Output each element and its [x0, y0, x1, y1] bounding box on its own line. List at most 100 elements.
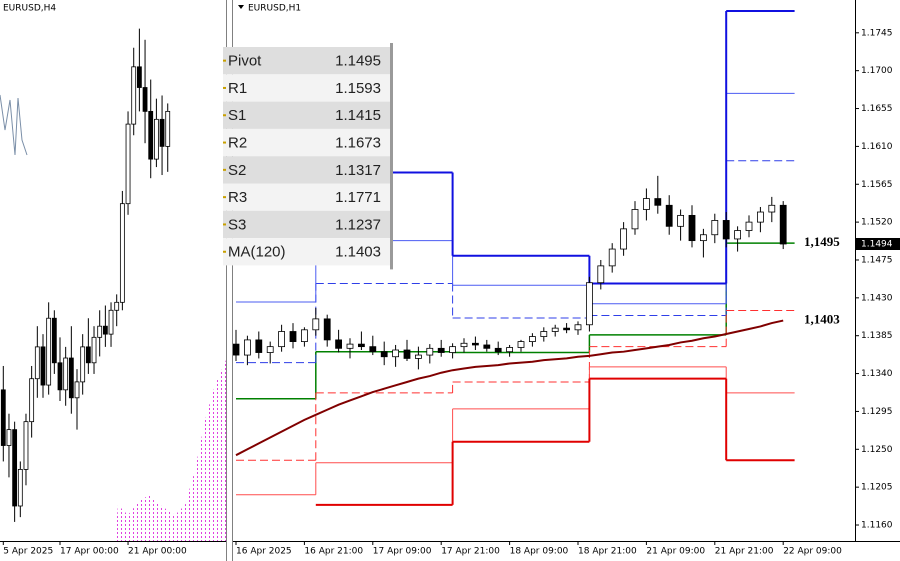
- table-value: 1.1415: [335, 107, 381, 124]
- table-value: 1.1495: [335, 53, 381, 70]
- candle-body: [540, 331, 548, 337]
- candle-body: [91, 336, 97, 364]
- x-tick-label: 16 Apr 2025: [236, 547, 292, 557]
- price-tag: [856, 237, 900, 250]
- level-annotation: 1,1495: [804, 234, 840, 249]
- y-tick-label: 1.1205: [861, 483, 893, 493]
- candle-body: [757, 211, 764, 223]
- candle-body: [483, 344, 491, 349]
- price-tag-label: 1.1494: [861, 239, 893, 249]
- table-row: [223, 183, 390, 211]
- x-tick-label: 17 Apr 09:00: [373, 547, 432, 557]
- candle-body: [506, 347, 514, 353]
- x-tick-label: 21 Apr 09:00: [646, 547, 705, 557]
- candle-body: [700, 234, 707, 242]
- candle-body: [131, 66, 137, 125]
- candle-body: [688, 214, 696, 242]
- pivot-table: Pivot 1.1495 R1 1.1593 S1 1.1415 R2 1.1673 S2 1.1…: [223, 43, 393, 270]
- candle-body: [665, 204, 673, 227]
- table-value: 1.1317: [335, 162, 381, 179]
- table-value: 1.1771: [335, 189, 381, 206]
- candle-body: [97, 325, 103, 338]
- candle-body: [125, 123, 131, 205]
- candle-body: [654, 198, 662, 206]
- table-row: [223, 128, 390, 157]
- candle-body: [643, 198, 650, 210]
- chart-title: EURUSD,H1: [248, 4, 301, 14]
- candle-body: [40, 346, 46, 386]
- candle-body: [80, 346, 86, 383]
- y-tick-label: 1.1520: [861, 218, 893, 228]
- moving-average: [235, 319, 784, 457]
- x-tick-label: 18 Apr 21:00: [578, 547, 637, 557]
- candle-body: [57, 362, 63, 391]
- candle-body: [6, 429, 12, 446]
- candle-body: [586, 282, 593, 326]
- candle-body: [108, 309, 114, 335]
- y-tick-label: 1.1250: [861, 445, 893, 455]
- row-icon: [223, 141, 226, 144]
- candle-body: [631, 209, 639, 230]
- candle-body: [711, 220, 719, 236]
- candle-body: [437, 347, 445, 353]
- y-tick-label: 1.1475: [861, 255, 893, 265]
- candle-body: [243, 339, 251, 356]
- table-label: S3: [228, 216, 246, 233]
- candle-body: [380, 351, 388, 358]
- candle-body: [29, 378, 35, 423]
- left-chart: [0, 28, 226, 541]
- plot-area: [233, 9, 795, 506]
- candle-body: [266, 346, 274, 353]
- row-icon: [223, 223, 226, 226]
- candle-body: [403, 349, 411, 359]
- x-tick-label: 17 Apr 00:00: [60, 547, 119, 557]
- ichimoku-cloud: [115, 360, 226, 541]
- table-value: 1.1673: [335, 135, 381, 152]
- candle-body: [768, 204, 776, 213]
- x-tick-label: 22 Apr 09:00: [783, 547, 842, 557]
- candle-body: [102, 325, 108, 335]
- table-value: 1.1403: [335, 244, 381, 261]
- y-tick-label: 1.1610: [861, 142, 893, 152]
- table-border: [390, 43, 393, 270]
- candle-body: [335, 339, 343, 349]
- indicator-line: [0, 94, 28, 156]
- candle-body: [449, 346, 457, 353]
- table-label: Pivot: [228, 53, 262, 70]
- y-tick-label: 1.1295: [861, 407, 893, 417]
- candle-body: [142, 87, 148, 112]
- candle-body: [608, 248, 616, 267]
- table-label: S1: [228, 107, 246, 124]
- candle-body: [677, 214, 684, 227]
- candle-body: [278, 331, 286, 348]
- candle-body: [148, 110, 154, 160]
- table-label: R1: [228, 80, 247, 97]
- candle-body: [414, 354, 422, 359]
- row-icon: [223, 114, 226, 117]
- candle-body: [23, 421, 29, 470]
- table-row: [223, 238, 390, 266]
- table-value: 1.1237: [335, 216, 381, 233]
- candle-body: [300, 329, 308, 342]
- table-label: R3: [228, 189, 247, 206]
- candle-body: [620, 228, 627, 250]
- candle-body: [722, 220, 730, 240]
- y-tick-label: 1.1565: [861, 180, 893, 190]
- candle-body: [369, 346, 377, 353]
- y-tick-label: 1.1430: [861, 293, 893, 303]
- candle-body: [597, 265, 605, 284]
- y-tick-label: 1.1745: [861, 28, 893, 38]
- x-tick-label: 16 Apr 21:00: [304, 547, 363, 557]
- candle-body: [74, 381, 80, 399]
- row-icon: [223, 86, 226, 89]
- candle-body: [529, 336, 536, 342]
- candle-body: [136, 66, 142, 88]
- candle-body: [159, 118, 165, 147]
- table-label: S2: [228, 162, 246, 179]
- x-tick-label: 5 Apr 2025: [3, 547, 53, 557]
- candle-body: [312, 318, 320, 331]
- table-row: [223, 101, 390, 129]
- table-label: MA(120): [228, 244, 286, 261]
